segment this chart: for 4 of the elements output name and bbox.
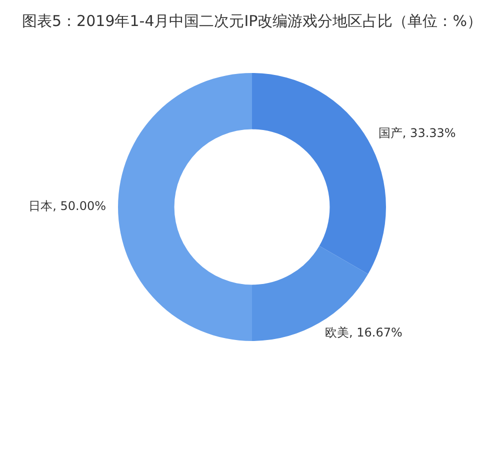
slice-label: 国产, 33.33% xyxy=(378,126,456,140)
slice-label: 欧美, 16.67% xyxy=(325,326,402,340)
chart-title: 图表5：2019年1-4月中国二次元IP改编游戏分地区占比（单位：%） xyxy=(21,11,483,32)
slice-label: 日本, 50.00% xyxy=(28,199,106,214)
